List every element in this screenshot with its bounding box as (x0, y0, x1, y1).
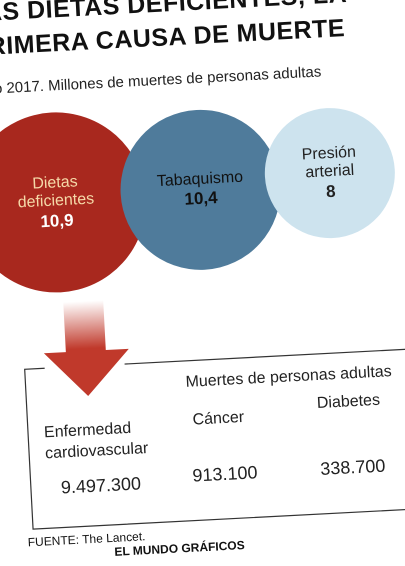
box (24, 367, 405, 530)
arrow (43, 300, 129, 397)
column-value: 338.700 (319, 455, 386, 479)
column-label: Diabetes (316, 391, 381, 413)
column-label: Cáncer (192, 408, 245, 429)
column-value: 9.497.300 (60, 473, 142, 498)
column-value: 913.100 (191, 462, 259, 486)
box (124, 348, 405, 365)
column-label: Enfermedad cardiovascular (43, 419, 149, 463)
